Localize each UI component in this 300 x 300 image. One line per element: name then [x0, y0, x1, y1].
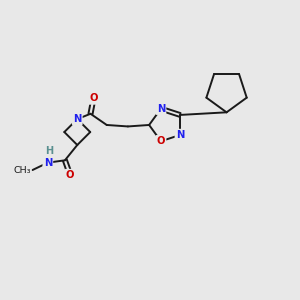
- Text: N: N: [176, 130, 184, 140]
- Text: N: N: [73, 114, 82, 124]
- Text: O: O: [157, 136, 165, 146]
- Text: O: O: [66, 170, 74, 180]
- Text: H: H: [45, 146, 53, 157]
- Text: O: O: [89, 94, 98, 103]
- Text: N: N: [157, 104, 165, 114]
- Text: N: N: [44, 158, 52, 168]
- Text: CH₃: CH₃: [14, 166, 31, 175]
